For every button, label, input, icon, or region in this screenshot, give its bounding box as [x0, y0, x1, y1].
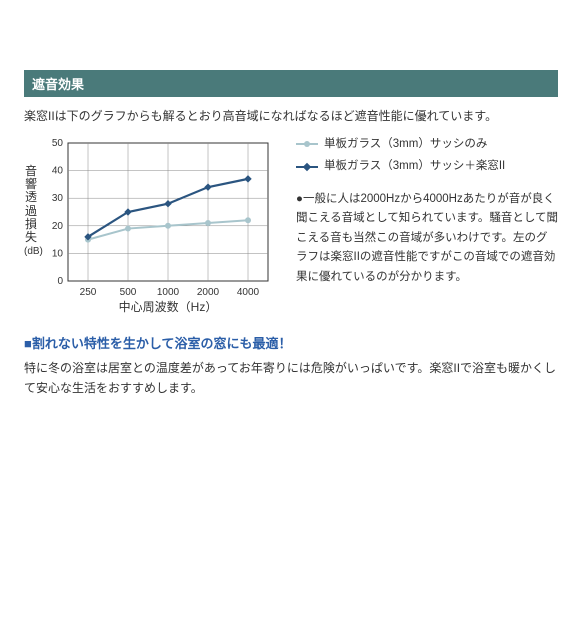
svg-text:40: 40	[52, 166, 64, 177]
svg-text:中心周波数（Hz）: 中心周波数（Hz）	[119, 299, 218, 314]
svg-text:50: 50	[52, 138, 64, 149]
legend-item: 単板ガラス（3mm）サッシのみ	[296, 135, 558, 153]
svg-text:500: 500	[120, 287, 137, 298]
svg-text:250: 250	[80, 287, 97, 298]
legend-label: 単板ガラス（3mm）サッシのみ	[324, 135, 487, 153]
section-header: 遮音効果	[24, 70, 558, 97]
svg-text:4000: 4000	[237, 287, 260, 298]
legend-label: 単板ガラス（3mm）サッシ＋楽窓II	[324, 157, 505, 175]
y-axis-label: 音響透過損失(dB)	[24, 165, 38, 315]
intro-text: 楽窓IIは下のグラフからも解るとおり高音域になればなるほど遮音性能に優れています…	[24, 107, 558, 125]
svg-text:30: 30	[52, 193, 64, 204]
svg-text:1000: 1000	[157, 287, 180, 298]
svg-text:0: 0	[57, 276, 63, 287]
chart-note: ●一般に人は2000Hzから4000Hzあたりが音が良く聞こえる音域として知られ…	[296, 190, 558, 288]
legend-and-note: 単板ガラス（3mm）サッシのみ単板ガラス（3mm）サッシ＋楽窓II ●一般に人は…	[296, 135, 558, 315]
chart-container: 音響透過損失(dB) 0 10 20 30 40 50 250 500 1000 2000 4000…	[24, 135, 284, 315]
sub-header: ■割れない特性を生かして浴室の窓にも最適！	[24, 333, 558, 352]
svg-text:10: 10	[52, 248, 64, 259]
body-text: 特に冬の浴室は居室との温度差があってお年寄りには危険がいっぱいです。楽窓IIで浴…	[24, 358, 558, 399]
legend-item: 単板ガラス（3mm）サッシ＋楽窓II	[296, 157, 558, 175]
line-chart: 0 10 20 30 40 50 250 500 1000 2000 4000 中心周波数（Hz）	[38, 135, 278, 315]
svg-text:20: 20	[52, 221, 64, 232]
chart-row: 音響透過損失(dB) 0 10 20 30 40 50 250 500 1000 2000 4000…	[24, 135, 558, 315]
svg-text:2000: 2000	[197, 287, 220, 298]
legend: 単板ガラス（3mm）サッシのみ単板ガラス（3mm）サッシ＋楽窓II	[296, 135, 558, 176]
